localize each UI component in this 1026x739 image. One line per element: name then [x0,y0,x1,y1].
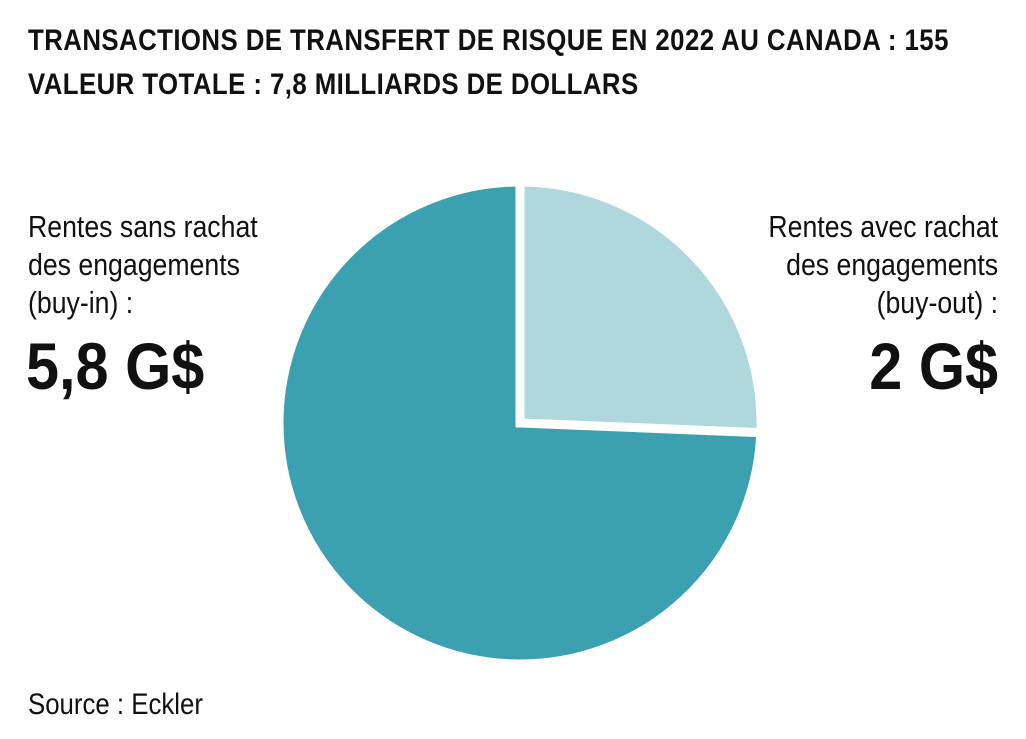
pie-slice-buy-in [274,177,766,669]
buy-in-label-line: des engagements [28,247,240,282]
buy-out-value: 2 G$ [869,329,998,403]
chart-title-line-1: TRANSACTIONS DE TRANSFERT DE RISQUE EN 2… [28,24,949,57]
buy-in-value: 5,8 G$ [26,329,205,403]
pie-slice-buy-out [515,177,766,438]
chart-title-line-2: VALEUR TOTALE : 7,8 MILLIARDS DE DOLLARS [28,68,639,101]
buy-in-label-line: (buy-in) : [28,285,134,320]
buy-in-label-line: Rentes sans rachat [28,209,258,244]
buy-in-label: Rentes sans rachat des engagements (buy-… [28,208,295,322]
buy-out-label: Rentes avec rachat des engagements (buy-… [731,208,998,322]
source-note: Source : Eckler [28,688,203,721]
buy-out-label-line: des engagements [786,247,998,282]
buy-out-label-line: (buy-out) : [876,285,998,320]
buy-out-label-line: Rentes avec rachat [768,209,998,244]
